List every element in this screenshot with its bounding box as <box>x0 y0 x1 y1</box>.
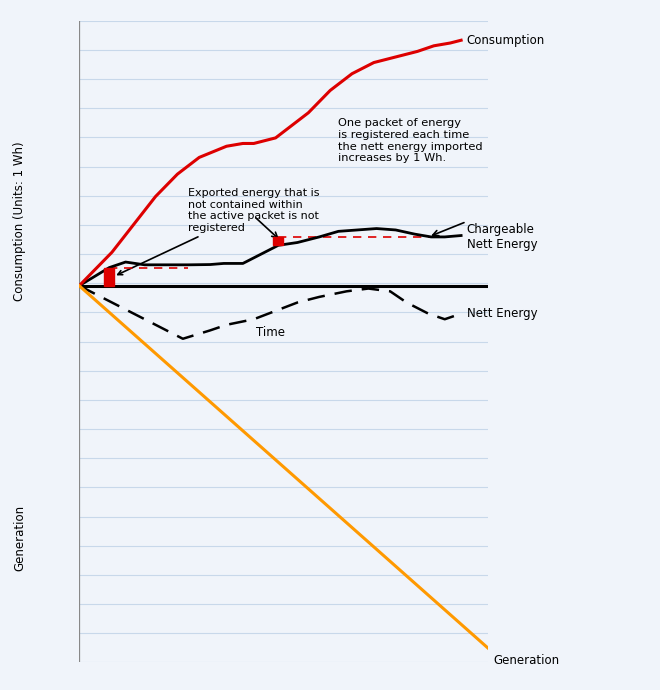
Text: Consumption (Units: 1 Wh): Consumption (Units: 1 Wh) <box>13 141 26 301</box>
Text: Exported energy that is
not contained within
the active packet is not
registered: Exported energy that is not contained wi… <box>117 188 320 275</box>
Bar <box>104 268 114 286</box>
Text: Consumption: Consumption <box>467 34 544 47</box>
Text: Time: Time <box>255 326 284 339</box>
Text: Chargeable
Nett Energy: Chargeable Nett Energy <box>467 223 537 251</box>
Text: One packet of energy
is registered each time
the nett energy imported
increases : One packet of energy is registered each … <box>339 119 483 163</box>
Bar <box>273 237 283 245</box>
Text: Generation: Generation <box>494 654 560 667</box>
Text: Nett Energy: Nett Energy <box>467 307 537 320</box>
Text: Generation: Generation <box>13 505 26 571</box>
